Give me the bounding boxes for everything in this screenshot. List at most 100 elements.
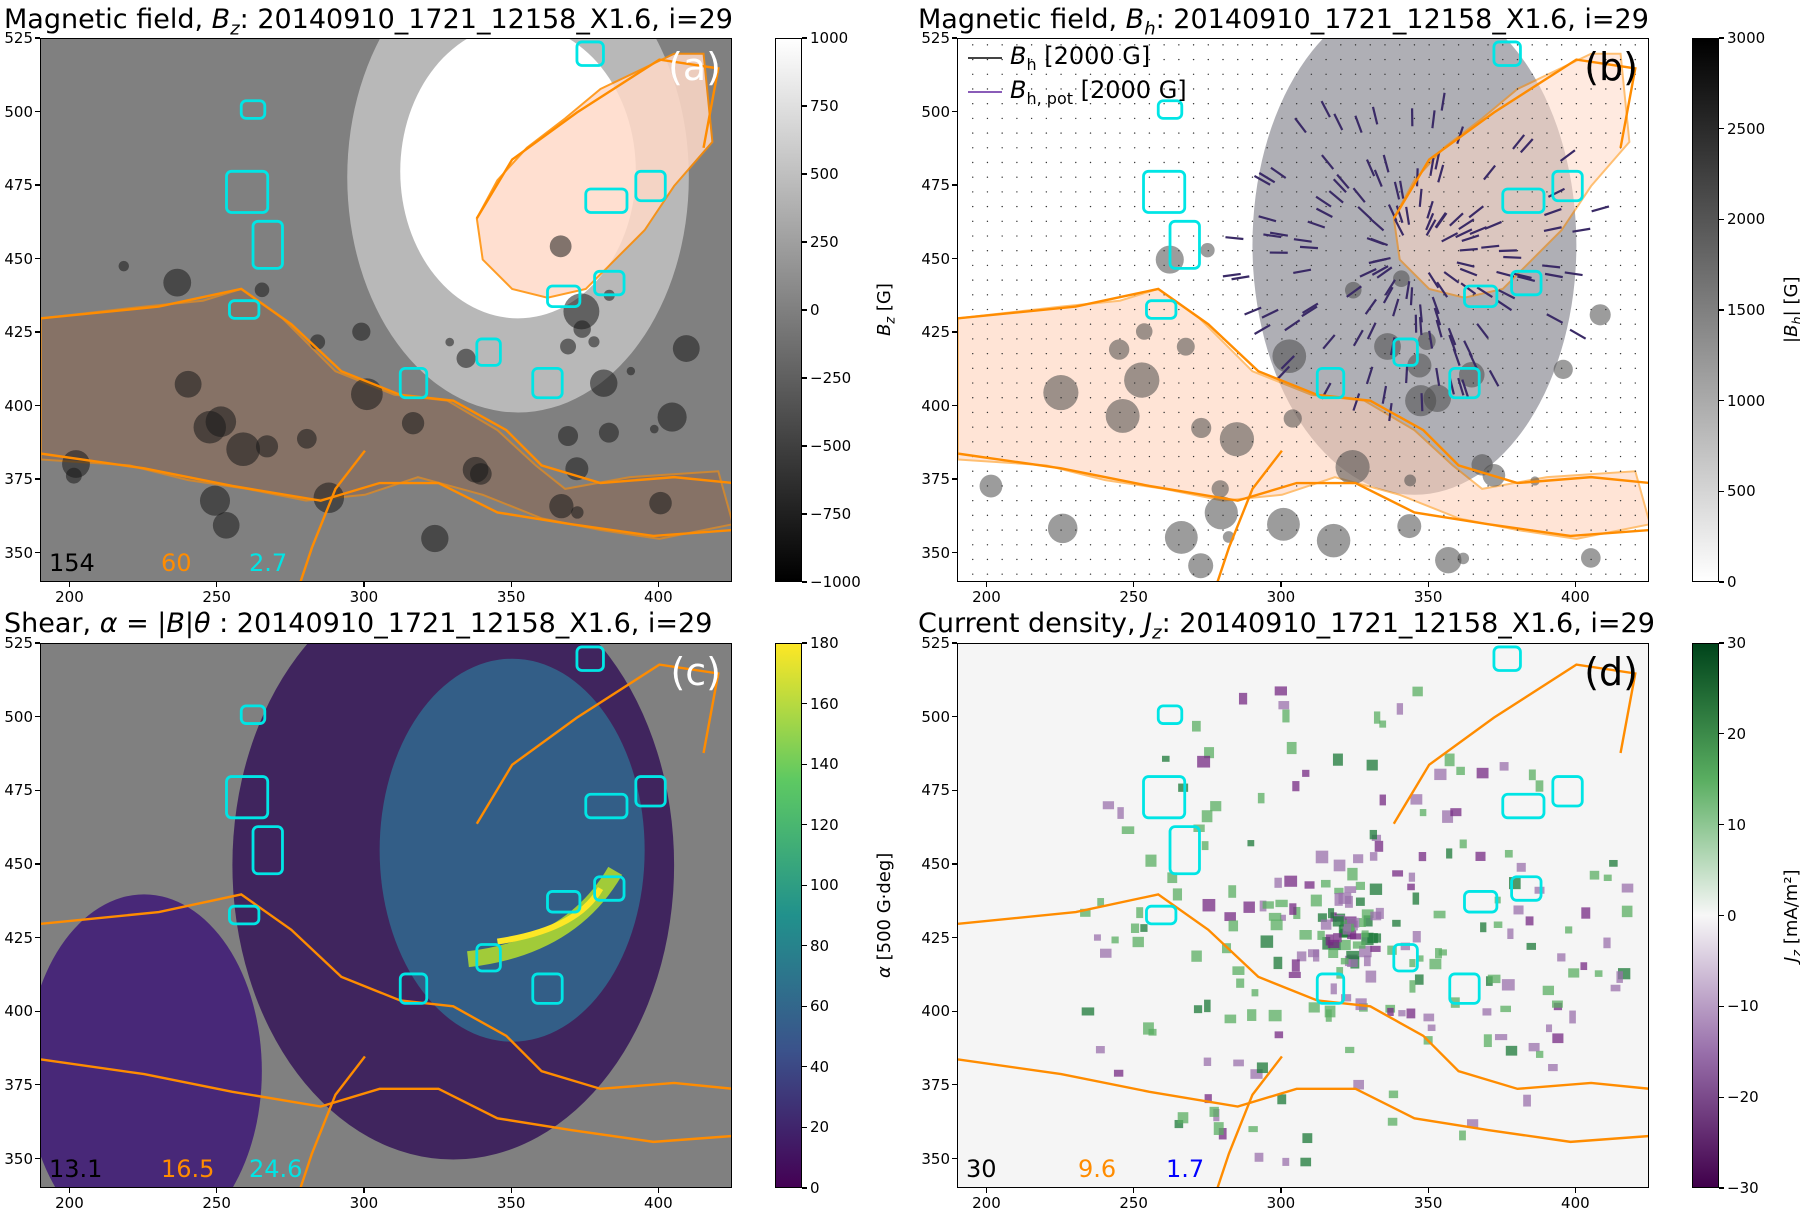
vector-dot xyxy=(1090,338,1091,339)
y-tick-label: 375 xyxy=(0,1076,33,1094)
vector-dot xyxy=(1163,191,1164,192)
vector-dot xyxy=(1620,221,1621,222)
vector-dot xyxy=(1031,294,1032,295)
vector-dot xyxy=(1031,118,1032,119)
vector-dot xyxy=(1370,412,1371,413)
vector-dot xyxy=(1473,441,1474,442)
vector-dot xyxy=(1149,191,1150,192)
vector-dot xyxy=(1635,235,1636,236)
heatmap-plot-area: (b)Bh [2000 G]Bh, pot [2000 G] xyxy=(957,38,1649,582)
vector-dot xyxy=(1016,221,1017,222)
vector-dot xyxy=(1222,250,1223,251)
vector-dot xyxy=(1311,456,1312,457)
vector-dot xyxy=(1399,353,1400,354)
vector-dot xyxy=(1075,456,1076,457)
vector-dot xyxy=(1428,368,1429,369)
vector-dot xyxy=(1384,412,1385,413)
y-tick-mark xyxy=(952,790,957,791)
vector-dot xyxy=(1060,206,1061,207)
vector-dot xyxy=(1384,471,1385,472)
x-tick-mark xyxy=(363,582,364,587)
field-spot xyxy=(590,369,617,396)
vector-dot xyxy=(1046,485,1047,486)
vector-dot xyxy=(1399,265,1400,266)
vector-dot xyxy=(1060,235,1061,236)
vector-dot xyxy=(1031,206,1032,207)
vector-dot xyxy=(1532,426,1533,427)
vector-dot xyxy=(1355,162,1356,163)
vector-dot xyxy=(1517,177,1518,178)
vector-dot xyxy=(1105,515,1106,516)
vector-dot xyxy=(1370,353,1371,354)
y-tick-label: 425 xyxy=(0,323,33,341)
vector-dot xyxy=(1016,177,1017,178)
vector-dot xyxy=(1635,471,1636,472)
vector-dot xyxy=(1193,162,1194,163)
vector-dot xyxy=(1590,544,1591,545)
vector-dot xyxy=(1355,426,1356,427)
vector-dot xyxy=(1620,103,1621,104)
vector-dot xyxy=(1502,103,1503,104)
field-spot xyxy=(1220,422,1254,456)
vector-dot xyxy=(1178,177,1179,178)
vector-dot xyxy=(1546,88,1547,89)
x-tick-mark xyxy=(1280,582,1281,587)
vector-dot xyxy=(972,426,973,427)
vector-dot xyxy=(1517,500,1518,501)
current-pixel xyxy=(1316,851,1329,864)
vector-arrow xyxy=(1460,249,1478,250)
vector-dot xyxy=(1620,559,1621,560)
current-pixel xyxy=(1255,1153,1264,1162)
colorbar-tick-mark xyxy=(802,764,807,765)
vector-dot xyxy=(1325,147,1326,148)
vector-dot xyxy=(1590,382,1591,383)
current-pixel xyxy=(1178,784,1188,792)
vector-dot xyxy=(1590,279,1591,280)
vector-dot xyxy=(1222,74,1223,75)
vector-dot xyxy=(1281,147,1282,148)
vector-dot xyxy=(1237,382,1238,383)
vector-dot xyxy=(1119,573,1120,574)
vector-dot xyxy=(1193,74,1194,75)
vector-dot xyxy=(1208,221,1209,222)
vector-dot xyxy=(1370,426,1371,427)
vector-dot xyxy=(1414,191,1415,192)
vector-dot xyxy=(987,265,988,266)
vector-dot xyxy=(1517,544,1518,545)
current-pixel xyxy=(1321,880,1331,888)
vector-dot xyxy=(1237,74,1238,75)
vector-dot xyxy=(1605,103,1606,104)
vector-dot xyxy=(1193,88,1194,89)
vector-dot xyxy=(1060,279,1061,280)
vector-dot xyxy=(1075,368,1076,369)
vector-dot xyxy=(1414,132,1415,133)
vector-dot xyxy=(1605,441,1606,442)
vector-dot xyxy=(1384,309,1385,310)
panel-title: Magnetic field, Bz: 20140910_1721_12158_… xyxy=(4,4,733,39)
vector-dot xyxy=(1208,456,1209,457)
x-tick-label: 250 xyxy=(1114,588,1154,606)
vector-dot xyxy=(1546,426,1547,427)
vector-dot xyxy=(1252,338,1253,339)
vector-dot xyxy=(1370,279,1371,280)
vector-dot xyxy=(1355,177,1356,178)
vector-dot xyxy=(1517,515,1518,516)
vector-dot xyxy=(1620,412,1621,413)
vector-dot xyxy=(1001,397,1002,398)
vector-dot xyxy=(1222,191,1223,192)
vector-dot xyxy=(1473,382,1474,383)
vector-dot xyxy=(1590,132,1591,133)
x-tick-mark xyxy=(1575,1188,1576,1193)
vector-dot xyxy=(1576,353,1577,354)
vector-dot xyxy=(1605,397,1606,398)
vector-dot xyxy=(987,485,988,486)
vector-dot xyxy=(1458,441,1459,442)
vector-dot xyxy=(1620,397,1621,398)
vector-dot xyxy=(1208,471,1209,472)
vector-dot xyxy=(1208,544,1209,545)
vector-dot xyxy=(1208,88,1209,89)
vector-dot xyxy=(1016,162,1017,163)
vector-dot xyxy=(1370,441,1371,442)
vector-dot xyxy=(1266,544,1267,545)
vector-dot xyxy=(1325,250,1326,251)
